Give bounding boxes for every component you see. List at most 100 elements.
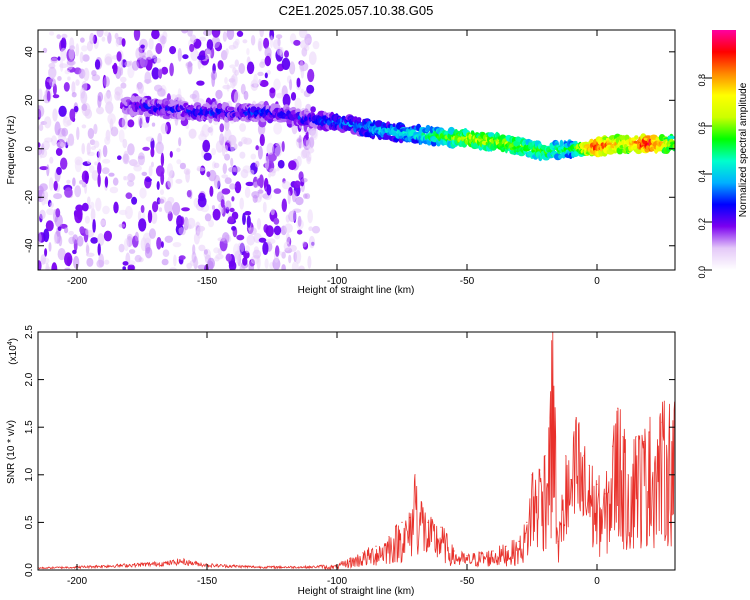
spectrogram-noise-cell	[217, 60, 224, 70]
spectrogram-noise-cell	[137, 82, 144, 94]
spectrogram-noise-cell	[221, 188, 231, 195]
spectrogram-noise-cell	[199, 36, 207, 42]
spectrogram-noise-cell	[148, 37, 154, 50]
spectrogram-noise-cell	[211, 73, 216, 87]
spectrogram-noise-cell	[60, 157, 68, 170]
spectrogram-noise-cell	[103, 76, 110, 88]
spectrogram-noise-cell	[58, 235, 63, 247]
spectrogram-noise-cell	[127, 180, 135, 187]
spectrogram-noise-cell	[156, 181, 160, 190]
spectrogram-noise-cell	[109, 186, 119, 194]
spectrogram-noise-cell	[273, 217, 280, 225]
spectrogram-noise-cell	[282, 93, 291, 108]
spectrogram-noise-cell	[176, 215, 183, 228]
spectrogram-ridge-cell	[227, 106, 236, 111]
spectrogram-noise-cell	[148, 165, 153, 177]
spectrogram-ridge-cell	[529, 140, 533, 144]
spectrogram-noise-cell	[101, 36, 106, 42]
spectrogram-noise-cell	[61, 127, 69, 137]
spectrogram-noise-cell	[242, 257, 248, 266]
spectrogram-noise-cell	[118, 129, 125, 143]
spectrogram-noise-cell	[205, 48, 212, 60]
spectrogram-noise-cell	[73, 105, 79, 113]
spectrogram-noise-cell	[262, 241, 269, 255]
spectrogram-noise-cell	[182, 54, 189, 60]
snr-data-point	[128, 564, 130, 566]
spectrogram-frame	[37, 29, 676, 271]
spectrogram-ridge-cell	[672, 143, 675, 149]
spectrogram-noise-cell	[230, 75, 236, 89]
spectrogram-noise-cell	[259, 30, 264, 38]
spectrogram-noise-cell	[124, 176, 131, 181]
spectrogram-noise-cell	[44, 196, 49, 205]
spectrogram-noise-cell	[169, 267, 177, 270]
spectrogram-noise-cell	[189, 43, 195, 53]
spectrogram-marks	[38, 30, 675, 270]
spectrogram-noise-cell	[196, 226, 204, 239]
spectrogram-ridge-cell	[123, 96, 132, 101]
snr-y-tick-label: 1.0	[24, 467, 35, 481]
spectrogram-noise-cell	[221, 174, 229, 179]
snr-panel: -200 -150 -100 -50 0 0.0 0.5 1.0 1.5 2.0 2.5 Heig…	[6, 325, 676, 597]
spectrogram-noise-cell	[307, 209, 314, 224]
snr-data-point	[627, 474, 629, 476]
spectrogram-noise-cell	[44, 248, 48, 257]
spectrogram-noise-cell	[48, 177, 54, 191]
spectrogram-noise-cell	[54, 214, 63, 228]
spectrogram-noise-cell	[209, 125, 214, 136]
snr-data-point	[180, 560, 182, 563]
spectrogram-noise-cell	[310, 106, 316, 113]
spectrogram-noise-cell	[122, 138, 128, 149]
spectrogram-noise-cell	[84, 171, 89, 185]
spectrogram-noise-cell	[57, 226, 62, 231]
spectrogram-noise-cell	[213, 162, 220, 169]
spectrogram-noise-cell	[116, 51, 122, 62]
snr-data-point	[414, 474, 416, 476]
spectrogram-noise-cell	[64, 69, 70, 75]
spectrogram-noise-cell	[250, 35, 256, 46]
spectrogram-noise-cell	[149, 228, 156, 239]
spectrogram-noise-cell	[239, 264, 245, 270]
spectrogram-noise-cell	[49, 202, 54, 208]
snr-data-point	[453, 550, 455, 552]
spectrogram-noise-cell	[39, 183, 48, 192]
snr-data-point	[531, 474, 533, 476]
spectrogram-noise-cell	[211, 36, 221, 49]
spectrogram-ridge-cell	[644, 135, 652, 139]
spectrogram-noise-cell	[177, 48, 182, 62]
spectrogram-noise-cell	[234, 59, 239, 67]
spectrogram-noise-cell	[198, 244, 206, 252]
snr-data-point	[409, 517, 411, 519]
spectrogram-noise-cell	[87, 196, 91, 205]
spectrogram-noise-cell	[294, 180, 301, 189]
spectrogram-noise-cell	[220, 199, 225, 208]
spectrogram-noise-cell	[151, 122, 156, 127]
spectrogram-ridge-cell	[513, 140, 521, 147]
spectrogram-noise-cell	[95, 197, 102, 212]
spectrogram-noise-cell	[309, 136, 315, 148]
spectrogram-noise-cell	[114, 32, 119, 40]
snr-data-point	[554, 436, 557, 438]
spectrogram-noise-cell	[300, 149, 308, 159]
spectrogram-ridge-cell	[392, 123, 396, 128]
spectrogram-noise-cell	[90, 208, 96, 222]
spectrogram-noise-cell	[153, 57, 162, 64]
spectrogram-noise-cell	[158, 198, 165, 204]
spectrogram-noise-cell	[273, 225, 282, 236]
spectrogram-ridge-cell	[425, 124, 431, 132]
spectrogram-noise-cell	[128, 249, 136, 254]
spectrogram-noise-cell	[273, 122, 282, 135]
spectrogram-noise-cell	[265, 225, 274, 238]
spectrogram-noise-cell	[169, 62, 174, 77]
spectrogram-x-axis: -200 -150 -100 -50 0	[67, 30, 600, 287]
spectrogram-noise-cell	[287, 190, 291, 205]
spectrogram-noise-cell	[75, 43, 80, 57]
snr-frame	[37, 331, 676, 571]
spectrogram-noise-cell	[115, 37, 120, 47]
spectrogram-noise-cell	[141, 171, 148, 176]
spectrogram-noise-cell	[55, 147, 63, 156]
snr-data-point	[661, 421, 663, 423]
spectrogram-noise-cell	[239, 151, 246, 159]
spectrogram-noise-cell	[64, 187, 73, 198]
